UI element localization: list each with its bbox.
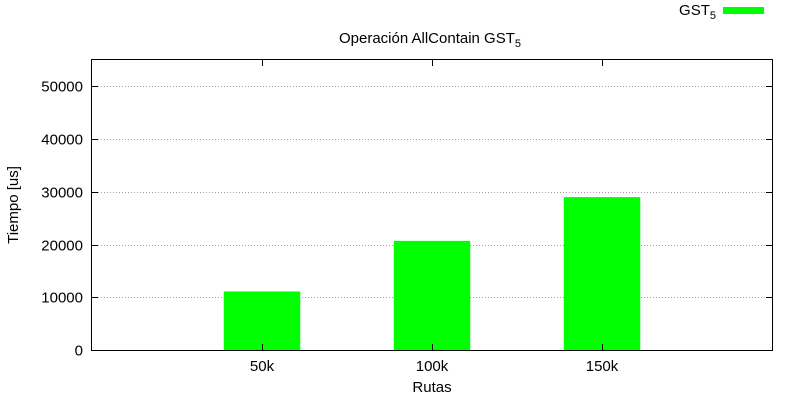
y-tick-label: 20000 <box>41 238 83 255</box>
legend: GST5 <box>679 2 764 22</box>
x-axis-ticks: 50k 100k 150k <box>250 60 619 375</box>
legend-label: GST5 <box>679 2 716 22</box>
y-tick-label: 30000 <box>41 185 83 202</box>
y-tick-label: 10000 <box>41 290 83 307</box>
bar <box>393 240 471 350</box>
y-axis-title: Tiempo [us] <box>5 166 22 244</box>
bar <box>563 197 641 350</box>
x-tick-label: 150k <box>586 358 619 375</box>
x-tick-label: 100k <box>416 358 449 375</box>
chart-title: Operación AllContain GST5 <box>339 30 521 50</box>
bars <box>223 197 641 350</box>
x-axis-title: Rutas <box>412 379 451 396</box>
y-tick-label: 50000 <box>41 79 83 96</box>
y-axis-ticks: 0 10000 20000 30000 40000 50000 <box>41 79 772 360</box>
bar <box>223 291 301 350</box>
x-tick-label: 50k <box>250 358 275 375</box>
y-tick-label: 40000 <box>41 132 83 149</box>
plot-frame <box>91 59 773 351</box>
y-tick-label: 0 <box>75 343 83 360</box>
legend-swatch <box>723 7 764 14</box>
